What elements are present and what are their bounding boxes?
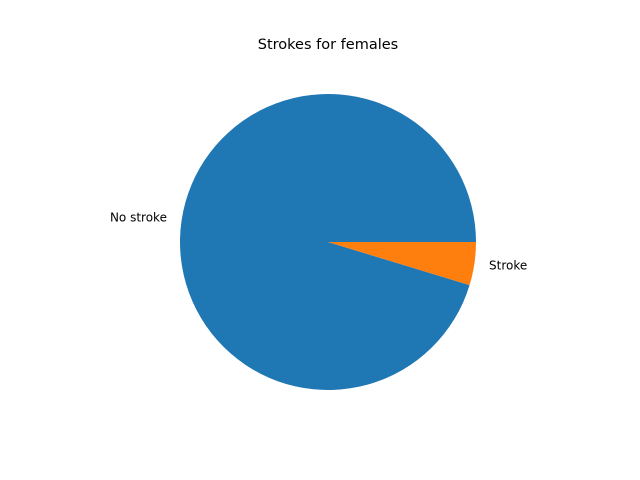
pie-slice-stroke [328,242,476,286]
pie-label-stroke: Stroke [489,259,527,273]
pie-slice-no-stroke [180,93,477,390]
pie-slices [180,93,477,390]
pie-label-no-stroke: No stroke [110,210,167,224]
chart-title: Strokes for females [258,37,398,53]
pie-labels: No stroke Stroke [110,210,527,272]
